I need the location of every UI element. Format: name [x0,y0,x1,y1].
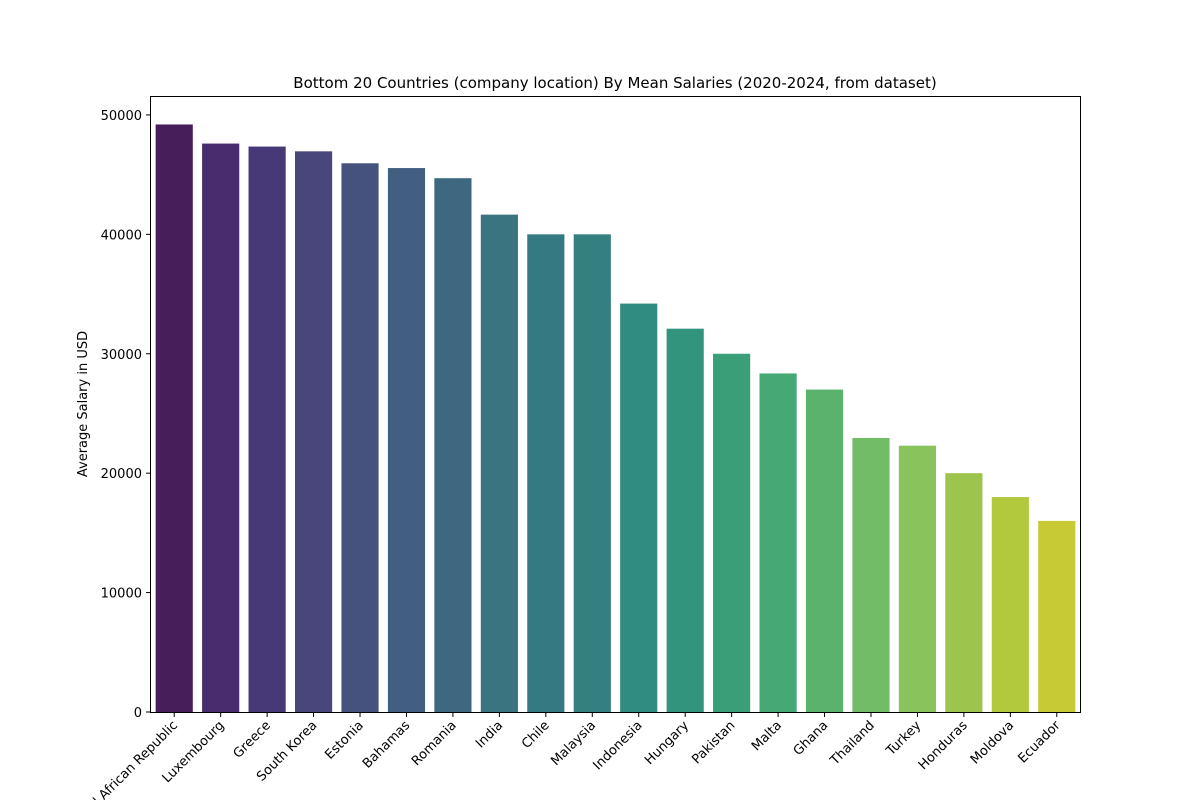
bar-ghana [805,389,844,712]
bar-bahamas [387,168,426,713]
bar-central-african-republic [155,124,193,713]
bar-pakistan [713,353,751,712]
bar-indonesia [620,303,658,712]
x-tick-label: Bahamas [360,718,414,772]
bar-hungary [666,328,704,712]
x-tick-label: Hungary [642,718,692,768]
x-tick-label: Moldova [968,718,1017,767]
bar-estonia [341,163,379,712]
chart-title: Bottom 20 Countries (company location) B… [293,74,936,92]
x-tick-label: Ghana [791,718,832,759]
y-tick-label: 20000 [101,467,142,482]
bar-india [480,214,518,712]
x-tick-label: Thailand [827,718,878,769]
bar-ecuador [1038,520,1076,712]
y-tick-label: 30000 [101,348,142,363]
x-tick-label: Honduras [916,718,971,773]
bar-thailand [852,437,890,712]
plot-frame [150,96,1081,713]
bar-romania [434,178,472,712]
x-tick-label: Chile [519,718,553,752]
x-tick-label: Estonia [322,718,366,762]
bar-chile [527,234,565,712]
x-tick-label: Pakistan [689,718,738,767]
bar-south-korea [295,151,333,712]
y-tick-label: 10000 [101,587,142,602]
bars-layer [155,124,1076,713]
bar-greece [248,146,286,712]
x-tick-label: Indonesia [590,718,645,773]
bar-luxembourg [202,143,240,712]
y-tick-label: 50000 [101,109,142,124]
y-tick-label: 0 [134,706,142,721]
x-tick-label: Ecuador [1015,718,1064,767]
bar-malaysia [573,234,611,712]
x-tick-label: Malta [749,718,785,754]
y-axis-label: Average Salary in USD [76,331,91,477]
bar-honduras [945,473,983,712]
x-tick-label: Romania [409,718,460,769]
x-tick-label: Central African Republic [60,718,181,800]
y-tick-label: 40000 [101,228,142,243]
bar-moldova [991,497,1029,712]
x-tick-label: Greece [231,718,274,761]
x-tick-label: Turkey [883,718,924,759]
bar-malta [759,373,797,712]
y-axis-ticks: 0 10000 20000 30000 40000 50000 [101,109,151,721]
x-tick-label: India [473,718,506,751]
bar-turkey [898,445,937,712]
